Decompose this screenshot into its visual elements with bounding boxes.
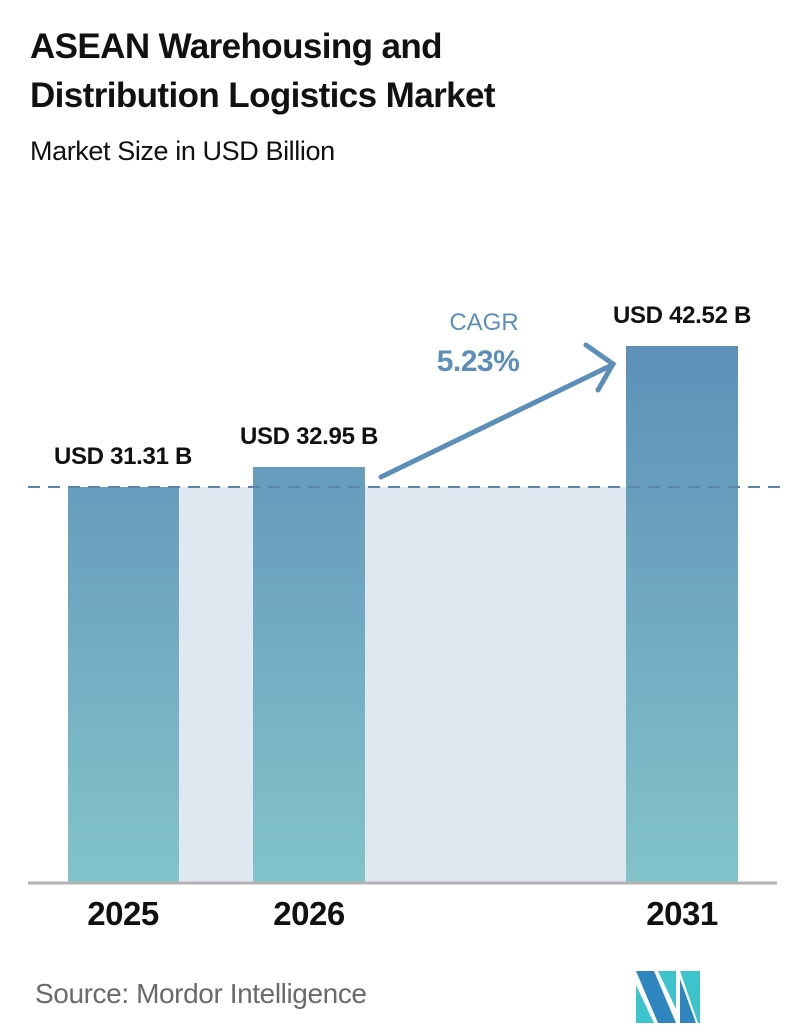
cagr-label: CAGR: [449, 309, 519, 336]
cagr-arrow-icon: [378, 342, 617, 480]
bar-label-2026: USD 32.95 B: [239, 423, 379, 450]
cagr-value: 5.23%: [436, 345, 520, 378]
chart-subtitle: Market Size in USD Billion: [30, 136, 335, 166]
bar-label-2031: USD 42.52 B: [612, 302, 752, 329]
x-label-2025: 2025: [87, 895, 159, 932]
chart-title-line-1: ASEAN Warehousing and: [30, 27, 443, 66]
mordor-intelligence-logo-icon: [636, 971, 700, 1023]
gap-fill-region: [179, 487, 626, 882]
bar-2025: [68, 487, 179, 882]
x-label-2026: 2026: [273, 895, 345, 932]
bar-2031: [626, 346, 738, 882]
bar-2026: [253, 467, 365, 882]
x-label-2031: 2031: [646, 895, 718, 932]
chart-title-line-2: Distribution Logistics Market: [30, 76, 495, 115]
bar-label-2025: USD 31.31 B: [53, 443, 193, 470]
chart-title: ASEAN Warehousing and Distribution Logis…: [30, 22, 495, 120]
source-text: Source: Mordor Intelligence: [35, 978, 367, 1009]
